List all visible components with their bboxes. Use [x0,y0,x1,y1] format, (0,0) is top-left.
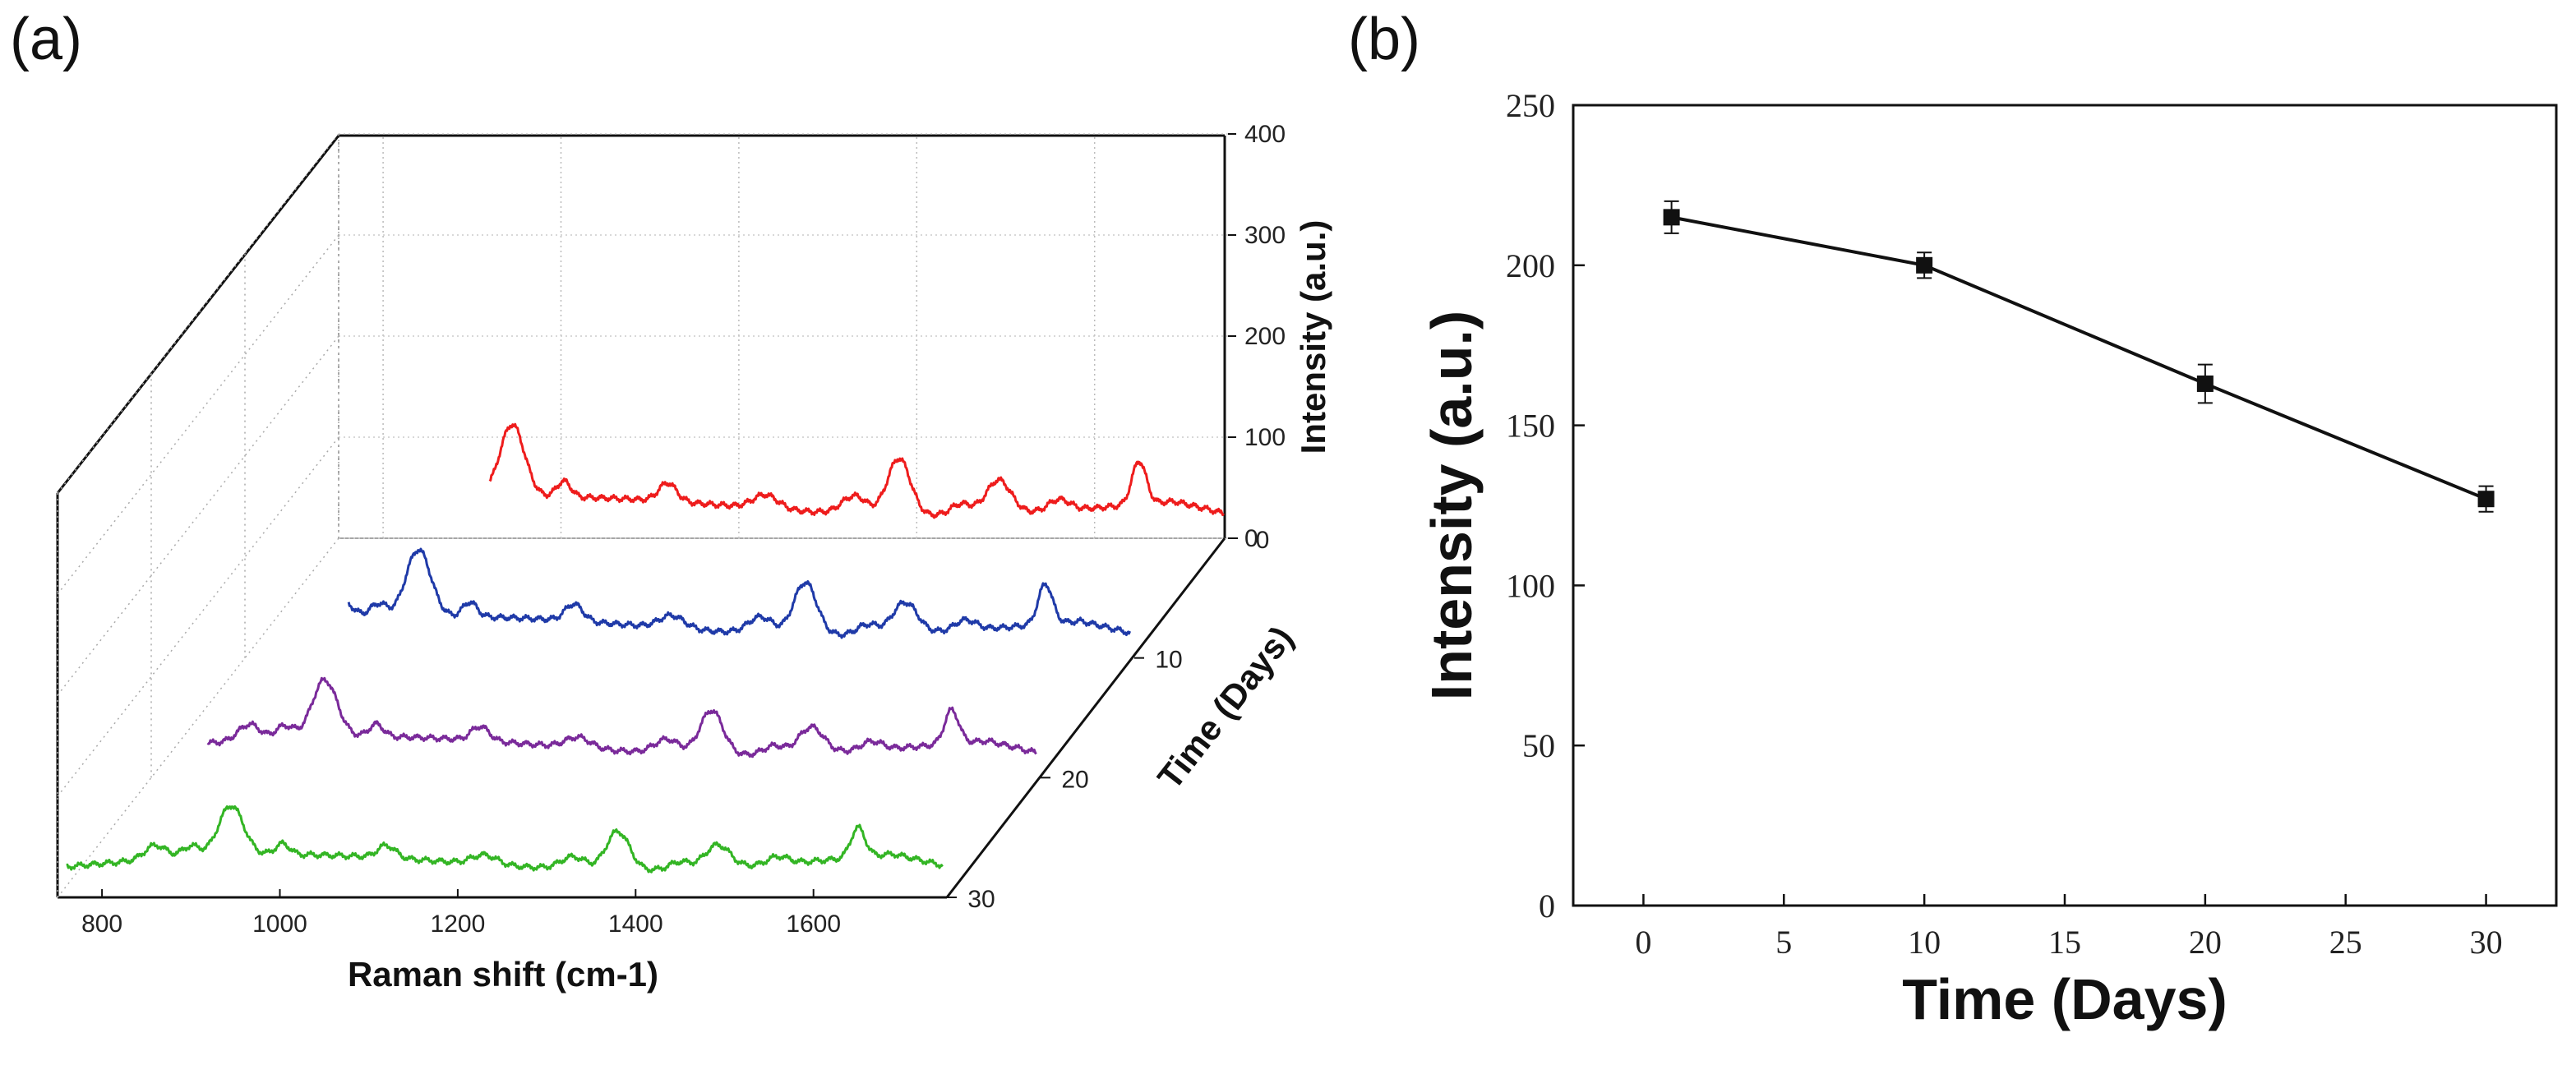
spectrum-day-30 [66,805,944,874]
time-axis-ticks: 0 10 20 30 [947,527,1269,913]
y-tick-label-0: 0 [1244,525,1258,552]
time-axis-title: Time (Days) [1150,619,1300,796]
x-tick-label-1400: 1400 [608,911,663,938]
x-tick-label-30: 30 [2470,924,2503,961]
panel-a-waterfall-chart: 800 1000 1200 1400 1600 0 100 200 300 400 0 10 20 3… [56,121,1332,994]
x-tick-label-800: 800 [81,911,122,938]
panel-b-line-chart: 0 5 10 15 20 25 30 0 50 100 150 200 250 Time (Days)… [1420,87,2558,1031]
y-tick-label-100: 100 [1506,567,1555,604]
x-tick-label-0: 0 [1635,924,1651,961]
y-axis-ticks: 0 50 100 150 200 250 [1506,87,1585,924]
side-hgrid-200 [57,335,339,696]
intensity-axis-title: Intensity (a.u.) [1294,220,1332,454]
y-tick-label-50: 50 [1522,727,1555,764]
side-hgrid-400 [57,133,339,494]
y-tick-label-300: 300 [1244,222,1286,249]
spectra-series [66,422,1225,874]
y-tick-label-200: 200 [1506,247,1555,284]
z-tick-label-10: 10 [1155,647,1182,674]
data-point-day-20 [2196,375,2214,392]
x-tick-label-1600: 1600 [786,911,841,938]
z-tick-label-0: 0 [1256,527,1270,554]
x-tick-label-15: 15 [2048,924,2081,961]
depth-axis [945,537,1226,898]
x-tick-label-20: 20 [2189,924,2222,961]
top-left-edge [56,135,340,494]
spectrum-day-10 [347,547,1131,639]
z-tick-label-20: 20 [1061,766,1088,793]
x-axis-title: Time (Days) [1902,967,2227,1031]
side-hgrid-100 [57,436,339,797]
spectrum-day-0 [488,422,1225,519]
x-tick-label-25: 25 [2329,924,2362,961]
y-tick-label-400: 400 [1244,121,1286,148]
data-point-day-10 [1916,256,1933,274]
y-tick-label-150: 150 [1506,408,1555,445]
y-tick-label-0: 0 [1539,888,1555,924]
x-axis-title: Raman shift (cm-1) [348,955,658,994]
x-tick-label-5: 5 [1775,924,1792,961]
data-point-day-1 [1663,209,1680,226]
z-tick-label-30: 30 [967,886,995,913]
intensity-series [1663,200,2495,513]
x-axis-ticks: 0 5 10 15 20 25 30 [1635,894,2503,961]
x-tick-label-10: 10 [1908,924,1941,961]
series-line [1671,215,2487,501]
spectrum-day-20 [206,676,1037,758]
intensity-axis-ticks: 0 100 200 300 400 [1228,121,1286,552]
y-axis-title: Intensity (a.u.) [1420,311,1484,700]
y-tick-label-250: 250 [1506,87,1555,124]
grid-lines [57,133,1228,898]
side-hgrid-300 [57,234,339,595]
side-hgrid-0 [57,537,339,898]
panel-a-label: (a) [10,7,82,72]
data-point-day-30 [2477,491,2495,508]
y-tick-label-100: 100 [1244,424,1286,451]
panel-b-label: (b) [1348,7,1420,72]
x-axis-ticks: 800 1000 1200 1400 1600 [81,889,841,938]
x-tick-label-1200: 1200 [431,911,486,938]
y-tick-label-200: 200 [1244,323,1286,350]
x-tick-label-1000: 1000 [252,911,307,938]
